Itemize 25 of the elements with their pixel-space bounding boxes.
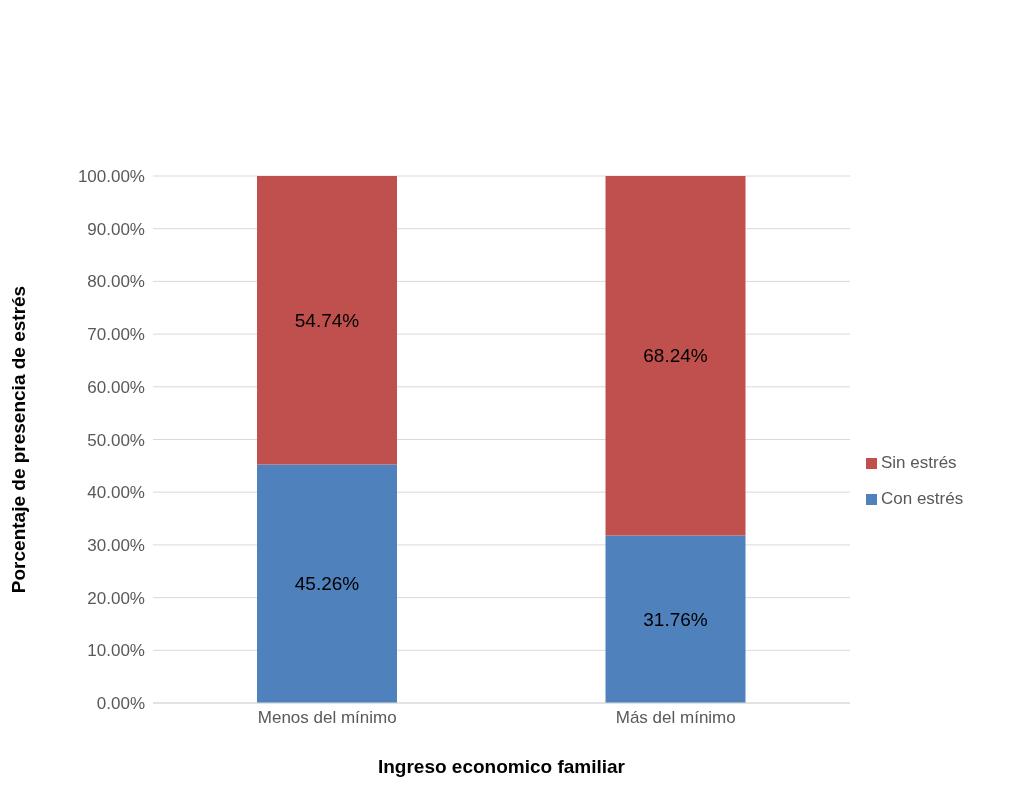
bar — [257, 464, 397, 703]
y-tick-label: 30.00% — [87, 535, 145, 555]
y-tick-label: 80.00% — [87, 272, 145, 292]
y-tick-label: 20.00% — [87, 588, 145, 608]
bar — [605, 176, 746, 536]
y-tick-label: 60.00% — [87, 377, 145, 397]
data-label: 68.24% — [643, 345, 708, 367]
y-axis-title: Porcentaje de presencia de estrés — [7, 285, 29, 594]
x-axis-title: Ingreso economico familiar — [377, 756, 626, 777]
y-tick-label: 0.00% — [96, 694, 145, 714]
y-tick-label: 90.00% — [87, 219, 145, 239]
bar — [257, 176, 397, 465]
bar — [605, 535, 746, 703]
y-tick-label: 100.00% — [77, 167, 145, 187]
y-tick-label: 70.00% — [87, 325, 145, 345]
legend-label: Sin estrés — [881, 453, 957, 473]
y-tick-label: 40.00% — [87, 483, 145, 503]
data-label: 54.74% — [294, 309, 360, 331]
x-tick-label: Menos del mínimo — [257, 708, 397, 728]
data-label: 31.76% — [643, 608, 708, 630]
y-tick-label: 50.00% — [87, 430, 145, 450]
data-label: 45.26% — [294, 573, 360, 595]
legend-label: Con estrés — [881, 489, 964, 509]
y-tick-label: 10.00% — [87, 641, 145, 661]
x-tick-label: Más del mínimo — [615, 708, 736, 728]
